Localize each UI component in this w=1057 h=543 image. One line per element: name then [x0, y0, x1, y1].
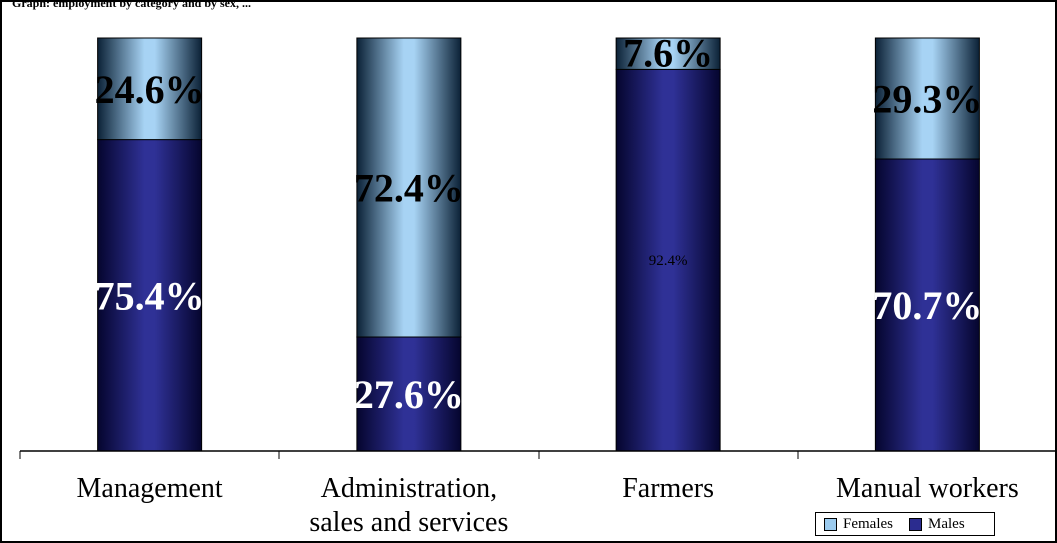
data-label-males: 70.7% — [872, 283, 982, 328]
chart-legend: Females Males — [815, 512, 995, 536]
data-label-females: 72.4% — [354, 166, 464, 211]
category-label: Management — [77, 473, 223, 504]
category-label: Administration, sales and services — [309, 473, 508, 538]
bar-males — [97, 139, 203, 452]
data-label-females: 29.3% — [872, 77, 982, 122]
bar-females — [356, 37, 462, 338]
data-label-males: 75.4% — [95, 273, 205, 318]
category-label: Manual workers — [836, 473, 1019, 504]
legend-swatch-males — [909, 517, 922, 531]
bar-females — [97, 37, 203, 141]
chart-title-fragment: Graph: employment by category and by sex… — [12, 0, 251, 10]
bar-females — [874, 37, 980, 160]
legend-label-males: Males — [928, 515, 965, 532]
data-label-males: 92.4% — [649, 253, 688, 269]
bar-males — [874, 158, 980, 452]
data-label-males: 27.6% — [354, 372, 464, 417]
legend-swatch-females — [824, 517, 837, 531]
bar-females — [615, 37, 721, 70]
category-label: Farmers — [622, 473, 714, 504]
legend-label-females: Females — [843, 515, 893, 532]
data-label-females: 24.6% — [95, 67, 205, 112]
data-label-females: 7.6% — [623, 31, 713, 76]
